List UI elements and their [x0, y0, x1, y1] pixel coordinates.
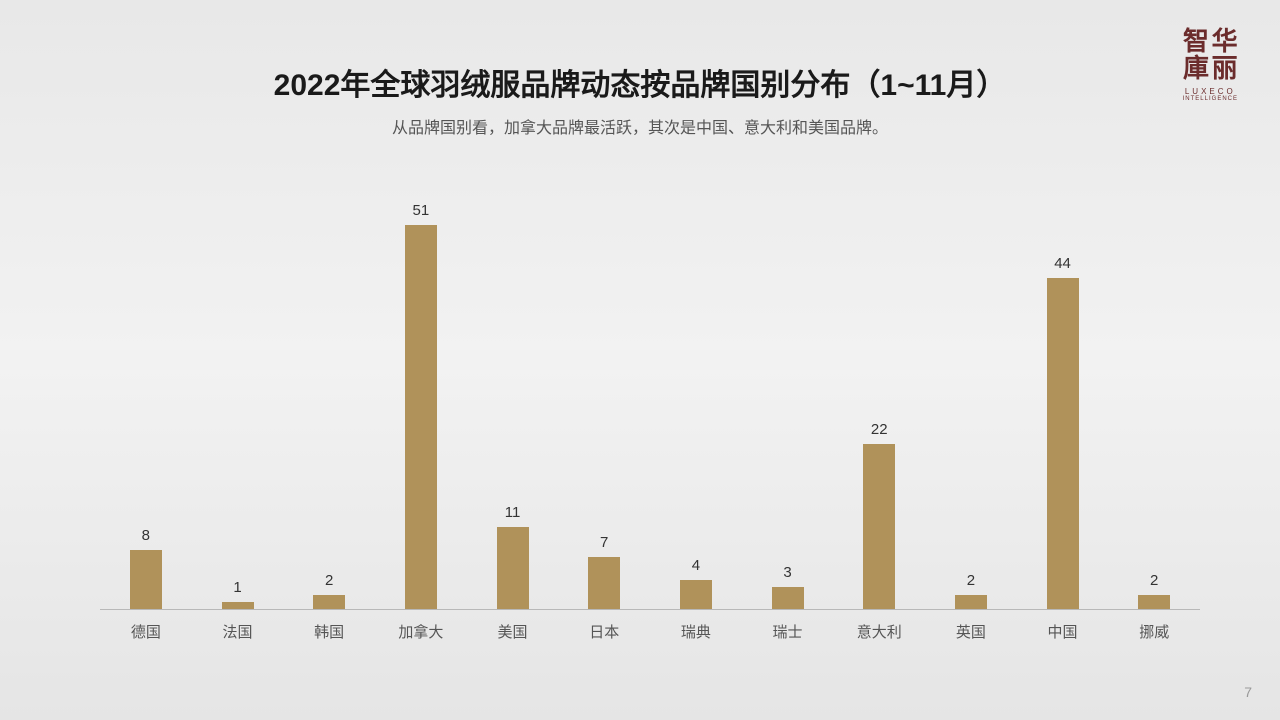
bar-value-label: 4	[692, 557, 700, 574]
bar-group: 8	[100, 527, 192, 610]
bar-group: 22	[833, 421, 925, 610]
bar-value-label: 7	[600, 534, 608, 551]
bar	[1138, 595, 1170, 610]
x-axis-label: 韩国	[283, 621, 375, 642]
bar-group: 44	[1017, 255, 1109, 610]
page-title: 2022年全球羽绒服品牌动态按品牌国别分布（1~11月）	[0, 60, 1280, 104]
bar-group: 2	[1108, 572, 1200, 610]
bar-value-label: 2	[967, 572, 975, 589]
bar-group: 11	[467, 504, 559, 610]
page-number: 7	[1244, 684, 1252, 700]
x-axis-label: 挪威	[1108, 621, 1200, 642]
x-axis-labels: 德国法国韩国加拿大美国日本瑞典瑞士意大利英国中国挪威	[100, 621, 1200, 642]
bar	[955, 595, 987, 610]
bar	[405, 225, 437, 610]
bar	[588, 557, 620, 610]
bar	[680, 580, 712, 610]
bar-group: 2	[925, 572, 1017, 610]
bar-value-label: 22	[871, 421, 888, 438]
bar-chart: 8125111743222442	[100, 195, 1200, 610]
bar	[772, 587, 804, 610]
x-axis-label: 德国	[100, 621, 192, 642]
x-axis-label: 日本	[558, 621, 650, 642]
bar-group: 51	[375, 202, 467, 610]
bar	[313, 595, 345, 610]
bar-group: 1	[192, 579, 284, 610]
x-axis-label: 意大利	[833, 621, 925, 642]
page-subtitle: 从品牌国别看，加拿大品牌最活跃，其次是中国、意大利和美国品牌。	[0, 114, 1280, 138]
x-axis-label: 中国	[1017, 621, 1109, 642]
x-axis-label: 瑞士	[742, 621, 834, 642]
bar-value-label: 51	[413, 202, 430, 219]
bar-value-label: 1	[233, 579, 241, 596]
bar-value-label: 2	[1150, 572, 1158, 589]
x-axis-label: 英国	[925, 621, 1017, 642]
bar	[863, 444, 895, 610]
bar-group: 4	[650, 557, 742, 610]
bar	[497, 527, 529, 610]
bar	[1047, 278, 1079, 610]
bar-value-label: 8	[142, 527, 150, 544]
bar-group: 2	[283, 572, 375, 610]
bars-container: 8125111743222442	[100, 195, 1200, 610]
bar-group: 3	[742, 564, 834, 610]
x-axis-label: 法国	[192, 621, 284, 642]
x-axis-label: 美国	[467, 621, 559, 642]
bar-value-label: 11	[505, 504, 521, 521]
bar-value-label: 2	[325, 572, 333, 589]
logo-char: 智	[1183, 28, 1210, 55]
x-axis-line	[100, 609, 1200, 610]
x-axis-label: 瑞典	[650, 621, 742, 642]
bar-value-label: 3	[783, 564, 791, 581]
bar-value-label: 44	[1054, 255, 1071, 272]
logo-char: 华	[1211, 28, 1238, 55]
bar-group: 7	[558, 534, 650, 610]
x-axis-label: 加拿大	[375, 621, 467, 642]
bar	[130, 550, 162, 610]
